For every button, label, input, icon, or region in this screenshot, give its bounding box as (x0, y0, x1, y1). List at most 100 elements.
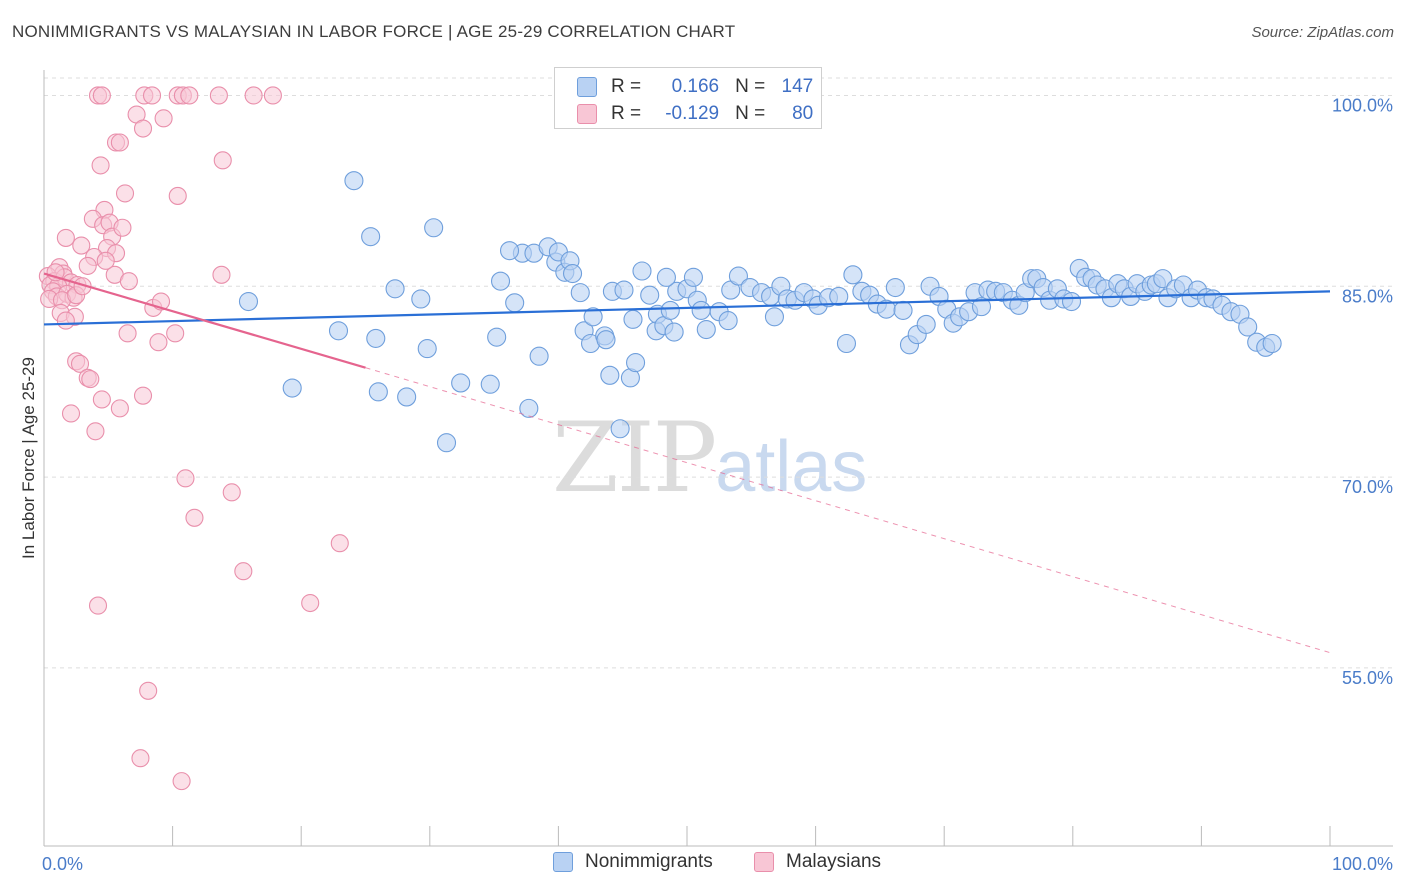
nonimmigrants-point (971, 297, 992, 317)
legend-item-nonimmigrants: Nonimmigrants (553, 851, 713, 873)
nonimmigrants-point (764, 307, 784, 327)
malaysians-point (88, 596, 108, 615)
malaysians-point (115, 184, 135, 203)
malaysians-point (70, 354, 90, 373)
malaysians-point (118, 324, 137, 343)
malaysians-point (56, 228, 75, 247)
watermark: ZIPatlas (552, 402, 867, 514)
malaysians-point (212, 265, 231, 284)
malaysians-point (149, 333, 168, 352)
malaysians-point (185, 508, 204, 527)
nonimmigrants-point (361, 227, 381, 247)
malaysians-point (91, 156, 110, 175)
malaysians-point (142, 86, 162, 105)
nonimmigrants-points (238, 171, 1282, 453)
y-tick-label: 70.0% (1342, 477, 1393, 497)
nonimmigrants-point (505, 293, 525, 313)
nonimmigrants-point (417, 339, 437, 359)
nonimmigrants-point (632, 261, 652, 281)
malaysians-point (263, 86, 282, 105)
nonimmigrants-point (829, 286, 849, 306)
malaysians-point (213, 151, 232, 170)
malaysians-point (133, 119, 153, 138)
malaysians-point (131, 749, 150, 768)
nonimmigrants-point (916, 314, 936, 334)
nonimmigrants-point (238, 291, 259, 312)
stats-legend: R = 0.166 N = 147 R = -0.129 N = 80 (554, 67, 822, 129)
nonimmigrants-point (1061, 291, 1082, 312)
legend-r-value: -0.129 (665, 103, 720, 124)
nonimmigrants-point (487, 327, 507, 347)
nonimmigrants-point (385, 279, 405, 299)
chart-title: NONIMMIGRANTS VS MALAYSIAN IN LABOR FORC… (12, 22, 736, 41)
malaysians-point (222, 483, 241, 502)
nonimmigrants-point (683, 267, 703, 287)
legend-n-value: 147 (781, 76, 814, 97)
y-tick-label: 55.0% (1342, 668, 1393, 688)
malaysians-point (72, 236, 91, 255)
nonimmigrants-point (570, 283, 590, 303)
nonimmigrants-point (623, 309, 643, 329)
legend-n-value: 80 (792, 103, 814, 124)
nonimmigrants-point (436, 433, 457, 453)
nonimmigrants-point (660, 300, 680, 320)
malaysians-point (86, 422, 105, 441)
malaysians-point (234, 562, 253, 581)
malaysians-point (110, 399, 129, 418)
y-tick-label: 85.0% (1342, 286, 1393, 306)
malaysians-point (96, 251, 115, 270)
nonimmigrants-point (366, 328, 386, 348)
series-legend: Nonimmigrants Malaysians (0, 851, 1406, 877)
legend-label-malaysians: Malaysians (786, 851, 882, 872)
legend-swatch-blue (577, 77, 597, 97)
nonimmigrants-point (836, 333, 857, 354)
legend-r-value: 0.166 (671, 76, 720, 97)
nonimmigrants-point (480, 374, 500, 394)
malaysians-point (81, 370, 100, 389)
nonimmigrants-point (529, 346, 549, 366)
malaysians-point (92, 390, 111, 409)
axes (43, 70, 1393, 847)
legend-swatch-pink (577, 104, 597, 124)
nonimmigrants-point (893, 300, 913, 320)
malaysians-point (244, 86, 263, 105)
legend-label-nonimmigrants: Nonimmigrants (585, 851, 713, 872)
malaysians-point (209, 86, 228, 105)
nonimmigrants-point (1153, 269, 1173, 289)
nonimmigrants-point (728, 266, 748, 286)
malaysians-point (61, 404, 81, 423)
nonimmigrants-point (411, 289, 431, 309)
legend-row-malaysians: R = -0.129 N = 80 (577, 101, 813, 127)
nonimmigrants-point (451, 373, 471, 393)
legend-r-label: R = (611, 76, 642, 97)
nonimmigrants-point (519, 398, 539, 418)
nonimmigrants-point (614, 280, 634, 300)
malaysians-trend-extension (365, 367, 1331, 654)
malaysians-point (176, 469, 195, 488)
nonimmigrants-point (600, 365, 620, 385)
trend-lines (43, 272, 1331, 654)
nonimmigrants-point (596, 330, 616, 350)
nonimmigrants-point (328, 321, 349, 341)
nonimmigrants-point (843, 265, 863, 285)
nonimmigrants-point (583, 307, 603, 327)
malaysians-point (139, 681, 158, 700)
malaysians-point (154, 109, 173, 128)
legend-n-label: N = (735, 76, 766, 97)
malaysians-points (38, 86, 349, 791)
malaysians-point (113, 218, 132, 237)
nonimmigrants-point (499, 241, 520, 261)
legend-n-label: N = (735, 103, 766, 124)
source-label: Source: ZipAtlas.com (1251, 24, 1394, 41)
malaysians-point (78, 256, 97, 275)
malaysians-point (180, 86, 199, 105)
legend-r-label: R = (611, 103, 642, 124)
malaysians-point (168, 186, 187, 205)
nonimmigrants-point (1262, 333, 1282, 354)
nonimmigrants-point (664, 322, 684, 342)
legend-swatch-blue (553, 852, 573, 872)
malaysians-trend-line (43, 272, 366, 369)
x-tick-label: 0.0% (42, 854, 83, 874)
nonimmigrants-trend-line (43, 290, 1331, 326)
nonimmigrants-point (562, 263, 583, 284)
